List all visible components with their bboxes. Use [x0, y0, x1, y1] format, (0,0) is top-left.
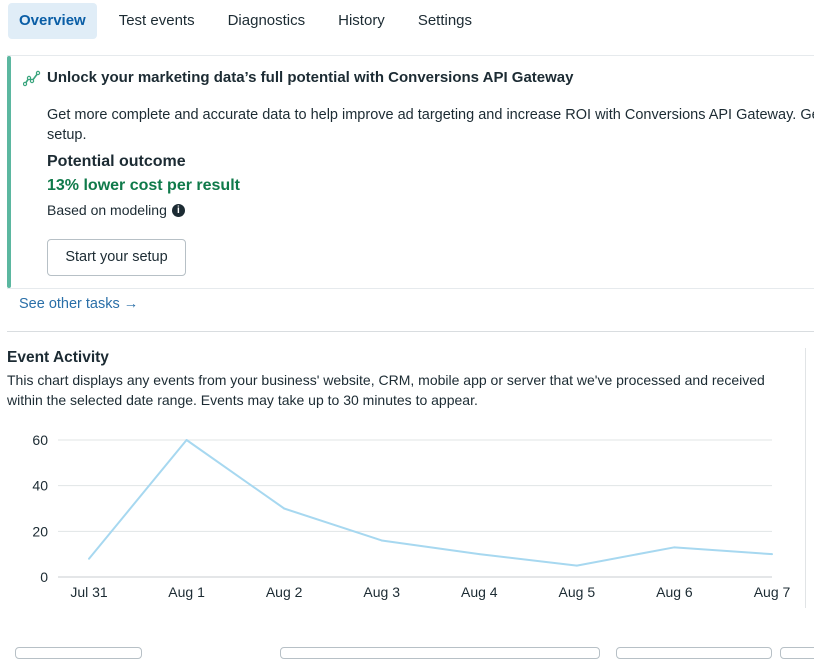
x-tick-label: Aug 6	[656, 584, 693, 600]
event-activity-chart: 0 20 40 60 Jul 31 Aug 1 Aug 2 Aug 3 Aug 4 Aug 5 Au…	[32, 432, 791, 600]
data-point[interactable]	[673, 546, 676, 549]
x-tick-label: Aug 7	[754, 584, 791, 600]
bottom-control-1[interactable]	[15, 647, 142, 659]
x-tick-label: Aug 5	[559, 584, 596, 600]
panel-border	[805, 348, 806, 608]
y-tick-label: 60	[32, 432, 48, 448]
outcome-value: 13% lower cost per result	[47, 177, 240, 194]
info-icon[interactable]: i	[171, 203, 185, 217]
tab-diagnostics[interactable]: Diagnostics	[227, 12, 306, 29]
basis-row: Based on modeling i	[47, 202, 185, 218]
x-tick-label: Aug 1	[168, 584, 205, 600]
data-point[interactable]	[88, 557, 90, 560]
bottom-control-3[interactable]	[616, 647, 772, 659]
section-divider	[7, 331, 814, 332]
tab-settings[interactable]: Settings	[417, 12, 473, 29]
see-other-tasks-link[interactable]: See other tasks →	[19, 296, 139, 312]
data-point[interactable]	[478, 553, 481, 556]
tab-bar: Overview Test events Diagnostics History…	[8, 3, 494, 39]
promo-title: Unlock your marketing data’s full potent…	[47, 69, 574, 86]
tab-test-events[interactable]: Test events	[118, 12, 195, 29]
event-activity-title: Event Activity	[7, 349, 109, 366]
x-tick-label: Aug 3	[363, 584, 400, 600]
data-point[interactable]	[185, 439, 188, 441]
data-point[interactable]	[283, 507, 286, 510]
outcome-heading: Potential outcome	[47, 153, 186, 170]
start-setup-button[interactable]: Start your setup	[47, 239, 186, 276]
bottom-control-2[interactable]	[280, 647, 600, 659]
data-point[interactable]	[771, 553, 773, 556]
promo-card: Unlock your marketing data’s full potent…	[7, 55, 814, 289]
data-point[interactable]	[575, 564, 578, 567]
y-tick-label: 0	[40, 569, 48, 585]
x-tick-label: Aug 4	[461, 584, 498, 600]
tab-overview[interactable]: Overview	[8, 3, 97, 39]
y-tick-label: 40	[32, 478, 48, 494]
tab-history[interactable]: History	[338, 12, 385, 29]
x-tick-label: Jul 31	[70, 584, 108, 600]
y-tick-label: 20	[32, 523, 48, 539]
card-accent-bar	[7, 56, 11, 288]
data-point[interactable]	[380, 539, 383, 542]
event-activity-description: This chart displays any events from your…	[7, 372, 765, 408]
trend-line-icon	[23, 70, 41, 87]
bottom-control-4[interactable]	[780, 647, 814, 659]
series-line-events[interactable]	[88, 439, 773, 567]
x-tick-label: Aug 2	[266, 584, 303, 600]
promo-description: Get more complete and accurate data to h…	[47, 107, 814, 143]
basis-label: Based on modeling	[47, 202, 167, 218]
